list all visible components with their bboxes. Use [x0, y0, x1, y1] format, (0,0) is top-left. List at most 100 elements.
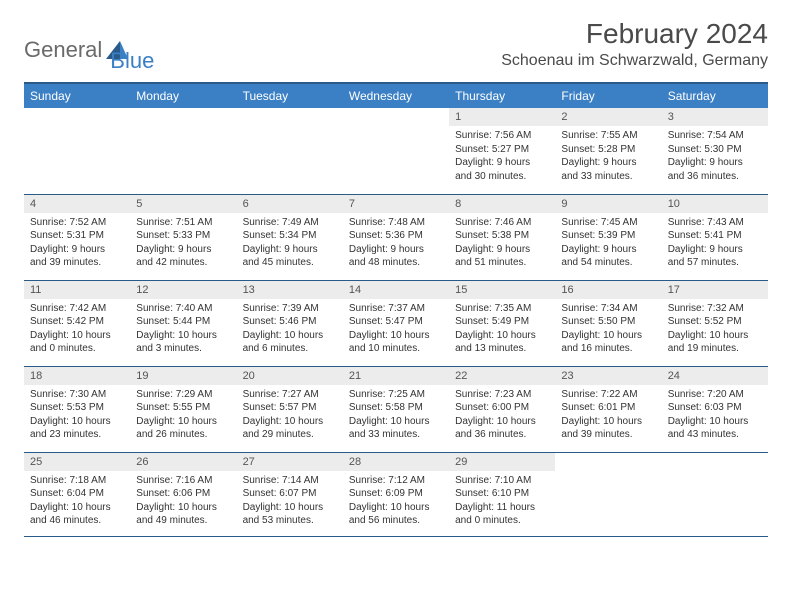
day-number: 23: [555, 367, 661, 385]
calendar-day-cell: 20Sunrise: 7:27 AMSunset: 5:57 PMDayligh…: [237, 366, 343, 452]
weekday-header-row: SundayMondayTuesdayWednesdayThursdayFrid…: [24, 83, 768, 108]
day-number-empty: [662, 453, 768, 471]
day-data: Sunrise: 7:25 AMSunset: 5:58 PMDaylight:…: [343, 385, 449, 446]
calendar-day-cell: 3Sunrise: 7:54 AMSunset: 5:30 PMDaylight…: [662, 108, 768, 194]
daylight-line: Daylight: 9 hours and 36 minutes.: [668, 156, 762, 183]
sunrise-line: Sunrise: 7:55 AM: [561, 129, 655, 143]
daylight-line: Daylight: 10 hours and 49 minutes.: [136, 501, 230, 528]
weekday-header: Sunday: [24, 83, 130, 108]
sunset-line: Sunset: 5:50 PM: [561, 315, 655, 329]
sunset-line: Sunset: 5:44 PM: [136, 315, 230, 329]
sunrise-line: Sunrise: 7:56 AM: [455, 129, 549, 143]
calendar-table: SundayMondayTuesdayWednesdayThursdayFrid…: [24, 82, 768, 537]
day-number: 19: [130, 367, 236, 385]
day-number: 4: [24, 195, 130, 213]
sunset-line: Sunset: 5:33 PM: [136, 229, 230, 243]
daylight-line: Daylight: 10 hours and 6 minutes.: [243, 329, 337, 356]
day-number: 27: [237, 453, 343, 471]
sunrise-line: Sunrise: 7:46 AM: [455, 216, 549, 230]
sunrise-line: Sunrise: 7:25 AM: [349, 388, 443, 402]
day-number: 16: [555, 281, 661, 299]
sunrise-line: Sunrise: 7:49 AM: [243, 216, 337, 230]
calendar-day-cell: [343, 108, 449, 194]
day-data: Sunrise: 7:30 AMSunset: 5:53 PMDaylight:…: [24, 385, 130, 446]
day-number: 1: [449, 108, 555, 126]
calendar-day-cell: [237, 108, 343, 194]
calendar-day-cell: [24, 108, 130, 194]
daylight-line: Daylight: 9 hours and 45 minutes.: [243, 243, 337, 270]
daylight-line: Daylight: 10 hours and 29 minutes.: [243, 415, 337, 442]
calendar-day-cell: 18Sunrise: 7:30 AMSunset: 5:53 PMDayligh…: [24, 366, 130, 452]
day-number: 3: [662, 108, 768, 126]
calendar-week-row: 1 Sunrise: 7:56 AMSunset: 5:27 PM Daylight…: [24, 108, 768, 194]
calendar-day-cell: 23Sunrise: 7:22 AMSunset: 6:01 PMDayligh…: [555, 366, 661, 452]
calendar-day-cell: [555, 452, 661, 536]
day-number: 11: [24, 281, 130, 299]
daylight-line: Daylight: 9 hours and 39 minutes.: [30, 243, 124, 270]
day-data: Sunrise: 7:34 AMSunset: 5:50 PMDaylight:…: [555, 299, 661, 360]
sunrise-line: Sunrise: 7:51 AM: [136, 216, 230, 230]
weekday-header: Thursday: [449, 83, 555, 108]
sunset-line: Sunset: 5:42 PM: [30, 315, 124, 329]
weekday-header: Wednesday: [343, 83, 449, 108]
daylight-line: Daylight: 9 hours and 33 minutes.: [561, 156, 655, 183]
day-number: 7: [343, 195, 449, 213]
day-data: Sunrise: 7:14 AMSunset: 6:07 PMDaylight:…: [237, 471, 343, 532]
day-data: Sunrise: 7:55 AMSunset: 5:28 PMDaylight:…: [555, 126, 661, 187]
sunrise-line: Sunrise: 7:27 AM: [243, 388, 337, 402]
day-data: Sunrise: 7:35 AMSunset: 5:49 PMDaylight:…: [449, 299, 555, 360]
calendar-day-cell: 29Sunrise: 7:10 AMSunset: 6:10 PMDayligh…: [449, 452, 555, 536]
day-data: Sunrise: 7:16 AMSunset: 6:06 PMDaylight:…: [130, 471, 236, 532]
sunset-line: Sunset: 5:39 PM: [561, 229, 655, 243]
title-block: February 2024 Schoenau im Schwarzwald, G…: [501, 18, 768, 70]
day-data: Sunrise: 7:43 AMSunset: 5:41 PMDaylight:…: [662, 213, 768, 274]
daylight-line: Daylight: 10 hours and 56 minutes.: [349, 501, 443, 528]
sunset-line: Sunset: 6:03 PM: [668, 401, 762, 415]
sunrise-line: Sunrise: 7:30 AM: [30, 388, 124, 402]
sunset-line: Sunset: 5:49 PM: [455, 315, 549, 329]
daylight-line: Daylight: 10 hours and 23 minutes.: [30, 415, 124, 442]
sunset-line: Sunset: 6:01 PM: [561, 401, 655, 415]
daylight-line: Daylight: 10 hours and 39 minutes.: [561, 415, 655, 442]
sunrise-line: Sunrise: 7:20 AM: [668, 388, 762, 402]
calendar-day-cell: 2Sunrise: 7:55 AMSunset: 5:28 PMDaylight…: [555, 108, 661, 194]
calendar-day-cell: 10Sunrise: 7:43 AMSunset: 5:41 PMDayligh…: [662, 194, 768, 280]
sunset-line: Sunset: 5:27 PM: [455, 143, 549, 157]
sunrise-line: Sunrise: 7:16 AM: [136, 474, 230, 488]
daylight-line: Daylight: 11 hours and 0 minutes.: [455, 501, 549, 528]
day-number: 22: [449, 367, 555, 385]
calendar-day-cell: 1Sunrise: 7:56 AMSunset: 5:27 PMDaylight…: [449, 108, 555, 194]
day-number: 26: [130, 453, 236, 471]
sunrise-line: Sunrise: 7:40 AM: [136, 302, 230, 316]
calendar-body: 1 Sunrise: 7:56 AMSunset: 5:27 PM Daylight…: [24, 108, 768, 536]
sunset-line: Sunset: 6:04 PM: [30, 487, 124, 501]
sunset-line: Sunset: 6:10 PM: [455, 487, 549, 501]
sunset-line: Sunset: 5:57 PM: [243, 401, 337, 415]
calendar-day-cell: 5Sunrise: 7:51 AMSunset: 5:33 PMDaylight…: [130, 194, 236, 280]
calendar-day-cell: 24Sunrise: 7:20 AMSunset: 6:03 PMDayligh…: [662, 366, 768, 452]
day-number: 18: [24, 367, 130, 385]
day-data: Sunrise: 7:32 AMSunset: 5:52 PMDaylight:…: [662, 299, 768, 360]
calendar-day-cell: 12Sunrise: 7:40 AMSunset: 5:44 PMDayligh…: [130, 280, 236, 366]
daylight-line: Daylight: 10 hours and 3 minutes.: [136, 329, 230, 356]
calendar-day-cell: 22Sunrise: 7:23 AMSunset: 6:00 PMDayligh…: [449, 366, 555, 452]
sunrise-line: Sunrise: 7:48 AM: [349, 216, 443, 230]
calendar-day-cell: 11Sunrise: 7:42 AMSunset: 5:42 PMDayligh…: [24, 280, 130, 366]
calendar-week-row: 18Sunrise: 7:30 AMSunset: 5:53 PMDayligh…: [24, 366, 768, 452]
month-title: February 2024: [501, 18, 768, 50]
daylight-line: Daylight: 9 hours and 51 minutes.: [455, 243, 549, 270]
day-data: Sunrise: 7:10 AMSunset: 6:10 PMDaylight:…: [449, 471, 555, 532]
calendar-week-row: 25Sunrise: 7:18 AMSunset: 6:04 PMDayligh…: [24, 452, 768, 536]
calendar-day-cell: 6Sunrise: 7:49 AMSunset: 5:34 PMDaylight…: [237, 194, 343, 280]
day-data: Sunrise: 7:48 AMSunset: 5:36 PMDaylight:…: [343, 213, 449, 274]
day-number: 21: [343, 367, 449, 385]
day-number: 9: [555, 195, 661, 213]
logo-text-general: General: [24, 37, 102, 63]
calendar-day-cell: 17Sunrise: 7:32 AMSunset: 5:52 PMDayligh…: [662, 280, 768, 366]
logo: General Blue: [24, 26, 154, 74]
calendar-day-cell: 27Sunrise: 7:14 AMSunset: 6:07 PMDayligh…: [237, 452, 343, 536]
daylight-line: Daylight: 10 hours and 16 minutes.: [561, 329, 655, 356]
sunrise-line: Sunrise: 7:37 AM: [349, 302, 443, 316]
daylight-line: Daylight: 10 hours and 0 minutes.: [30, 329, 124, 356]
calendar-day-cell: 8Sunrise: 7:46 AMSunset: 5:38 PMDaylight…: [449, 194, 555, 280]
